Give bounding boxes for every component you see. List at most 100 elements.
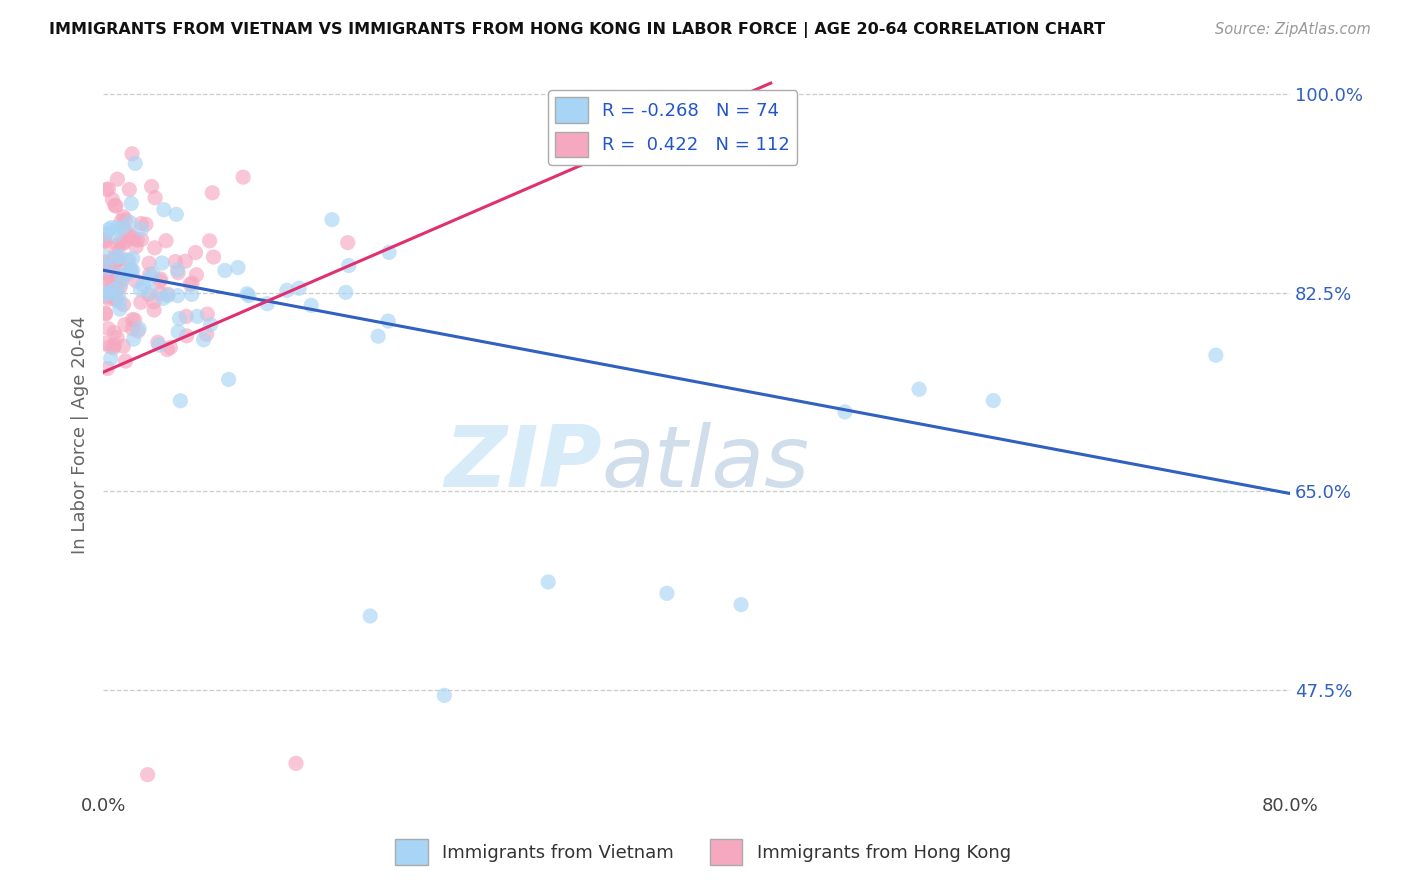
Point — [120, 263, 142, 277]
Point — [120, 262, 142, 277]
Point — [256, 296, 278, 310]
Point — [153, 202, 176, 217]
Point — [103, 341, 125, 355]
Point — [121, 263, 143, 277]
Point — [96, 285, 118, 299]
Point — [149, 274, 172, 288]
Point — [103, 338, 125, 352]
Point — [100, 351, 122, 366]
Point — [288, 281, 311, 295]
Point — [179, 277, 201, 292]
Point — [104, 285, 127, 299]
Point — [107, 288, 129, 302]
Point — [129, 295, 152, 310]
Point — [150, 256, 173, 270]
Point — [149, 286, 172, 301]
Point — [94, 307, 117, 321]
Point — [143, 241, 166, 255]
Point — [103, 257, 125, 271]
Point — [105, 283, 128, 297]
Point — [103, 283, 125, 297]
Point — [156, 343, 179, 357]
Point — [359, 609, 381, 624]
Point — [96, 289, 118, 303]
Point — [104, 293, 127, 307]
Point — [138, 256, 160, 270]
Point — [101, 282, 124, 296]
Point — [108, 235, 131, 249]
Point — [121, 252, 143, 266]
Point — [908, 382, 931, 396]
Point — [1205, 348, 1227, 362]
Point — [166, 288, 188, 302]
Point — [321, 212, 343, 227]
Point — [655, 586, 678, 600]
Text: atlas: atlas — [602, 422, 810, 505]
Point — [336, 235, 359, 250]
Point — [143, 303, 166, 318]
Point — [125, 240, 148, 254]
Point — [94, 235, 117, 250]
Point — [94, 306, 117, 320]
Point — [433, 689, 456, 703]
Point — [112, 298, 135, 312]
Point — [124, 313, 146, 327]
Point — [174, 254, 197, 268]
Point — [193, 333, 215, 347]
Point — [218, 372, 240, 386]
Point — [127, 324, 149, 338]
Point — [105, 221, 128, 235]
Point — [138, 272, 160, 286]
Point — [378, 245, 401, 260]
Point — [94, 250, 117, 264]
Point — [108, 249, 131, 263]
Point — [120, 196, 142, 211]
Point — [97, 222, 120, 236]
Point — [138, 287, 160, 301]
Point — [112, 268, 135, 282]
Point — [103, 326, 125, 340]
Legend: R = -0.268   N = 74, R =  0.422   N = 112: R = -0.268 N = 74, R = 0.422 N = 112 — [548, 90, 797, 165]
Point — [104, 268, 127, 282]
Point — [730, 598, 752, 612]
Point — [129, 217, 152, 231]
Point — [121, 146, 143, 161]
Point — [238, 289, 260, 303]
Point — [107, 271, 129, 285]
Text: IMMIGRANTS FROM VIETNAM VS IMMIGRANTS FROM HONG KONG IN LABOR FORCE | AGE 20-64 : IMMIGRANTS FROM VIETNAM VS IMMIGRANTS FR… — [49, 22, 1105, 38]
Point — [165, 207, 187, 221]
Point — [142, 267, 165, 281]
Point — [121, 230, 143, 244]
Point — [169, 393, 191, 408]
Point — [111, 236, 134, 251]
Point — [202, 250, 225, 264]
Point — [156, 287, 179, 301]
Point — [97, 285, 120, 300]
Point — [117, 253, 139, 268]
Point — [148, 338, 170, 352]
Point — [110, 276, 132, 290]
Point — [93, 255, 115, 269]
Point — [377, 314, 399, 328]
Point — [100, 220, 122, 235]
Point — [118, 228, 141, 243]
Point — [166, 263, 188, 277]
Point — [105, 250, 128, 264]
Point — [136, 767, 159, 781]
Point — [105, 250, 128, 264]
Point — [96, 287, 118, 301]
Point — [121, 322, 143, 336]
Point — [169, 311, 191, 326]
Point — [111, 220, 134, 235]
Point — [98, 339, 121, 353]
Point — [122, 332, 145, 346]
Point — [110, 267, 132, 281]
Point — [285, 756, 308, 771]
Point — [299, 298, 322, 312]
Point — [114, 212, 136, 227]
Point — [180, 287, 202, 301]
Point — [165, 254, 187, 268]
Point — [104, 199, 127, 213]
Point — [149, 272, 172, 286]
Point — [107, 253, 129, 268]
